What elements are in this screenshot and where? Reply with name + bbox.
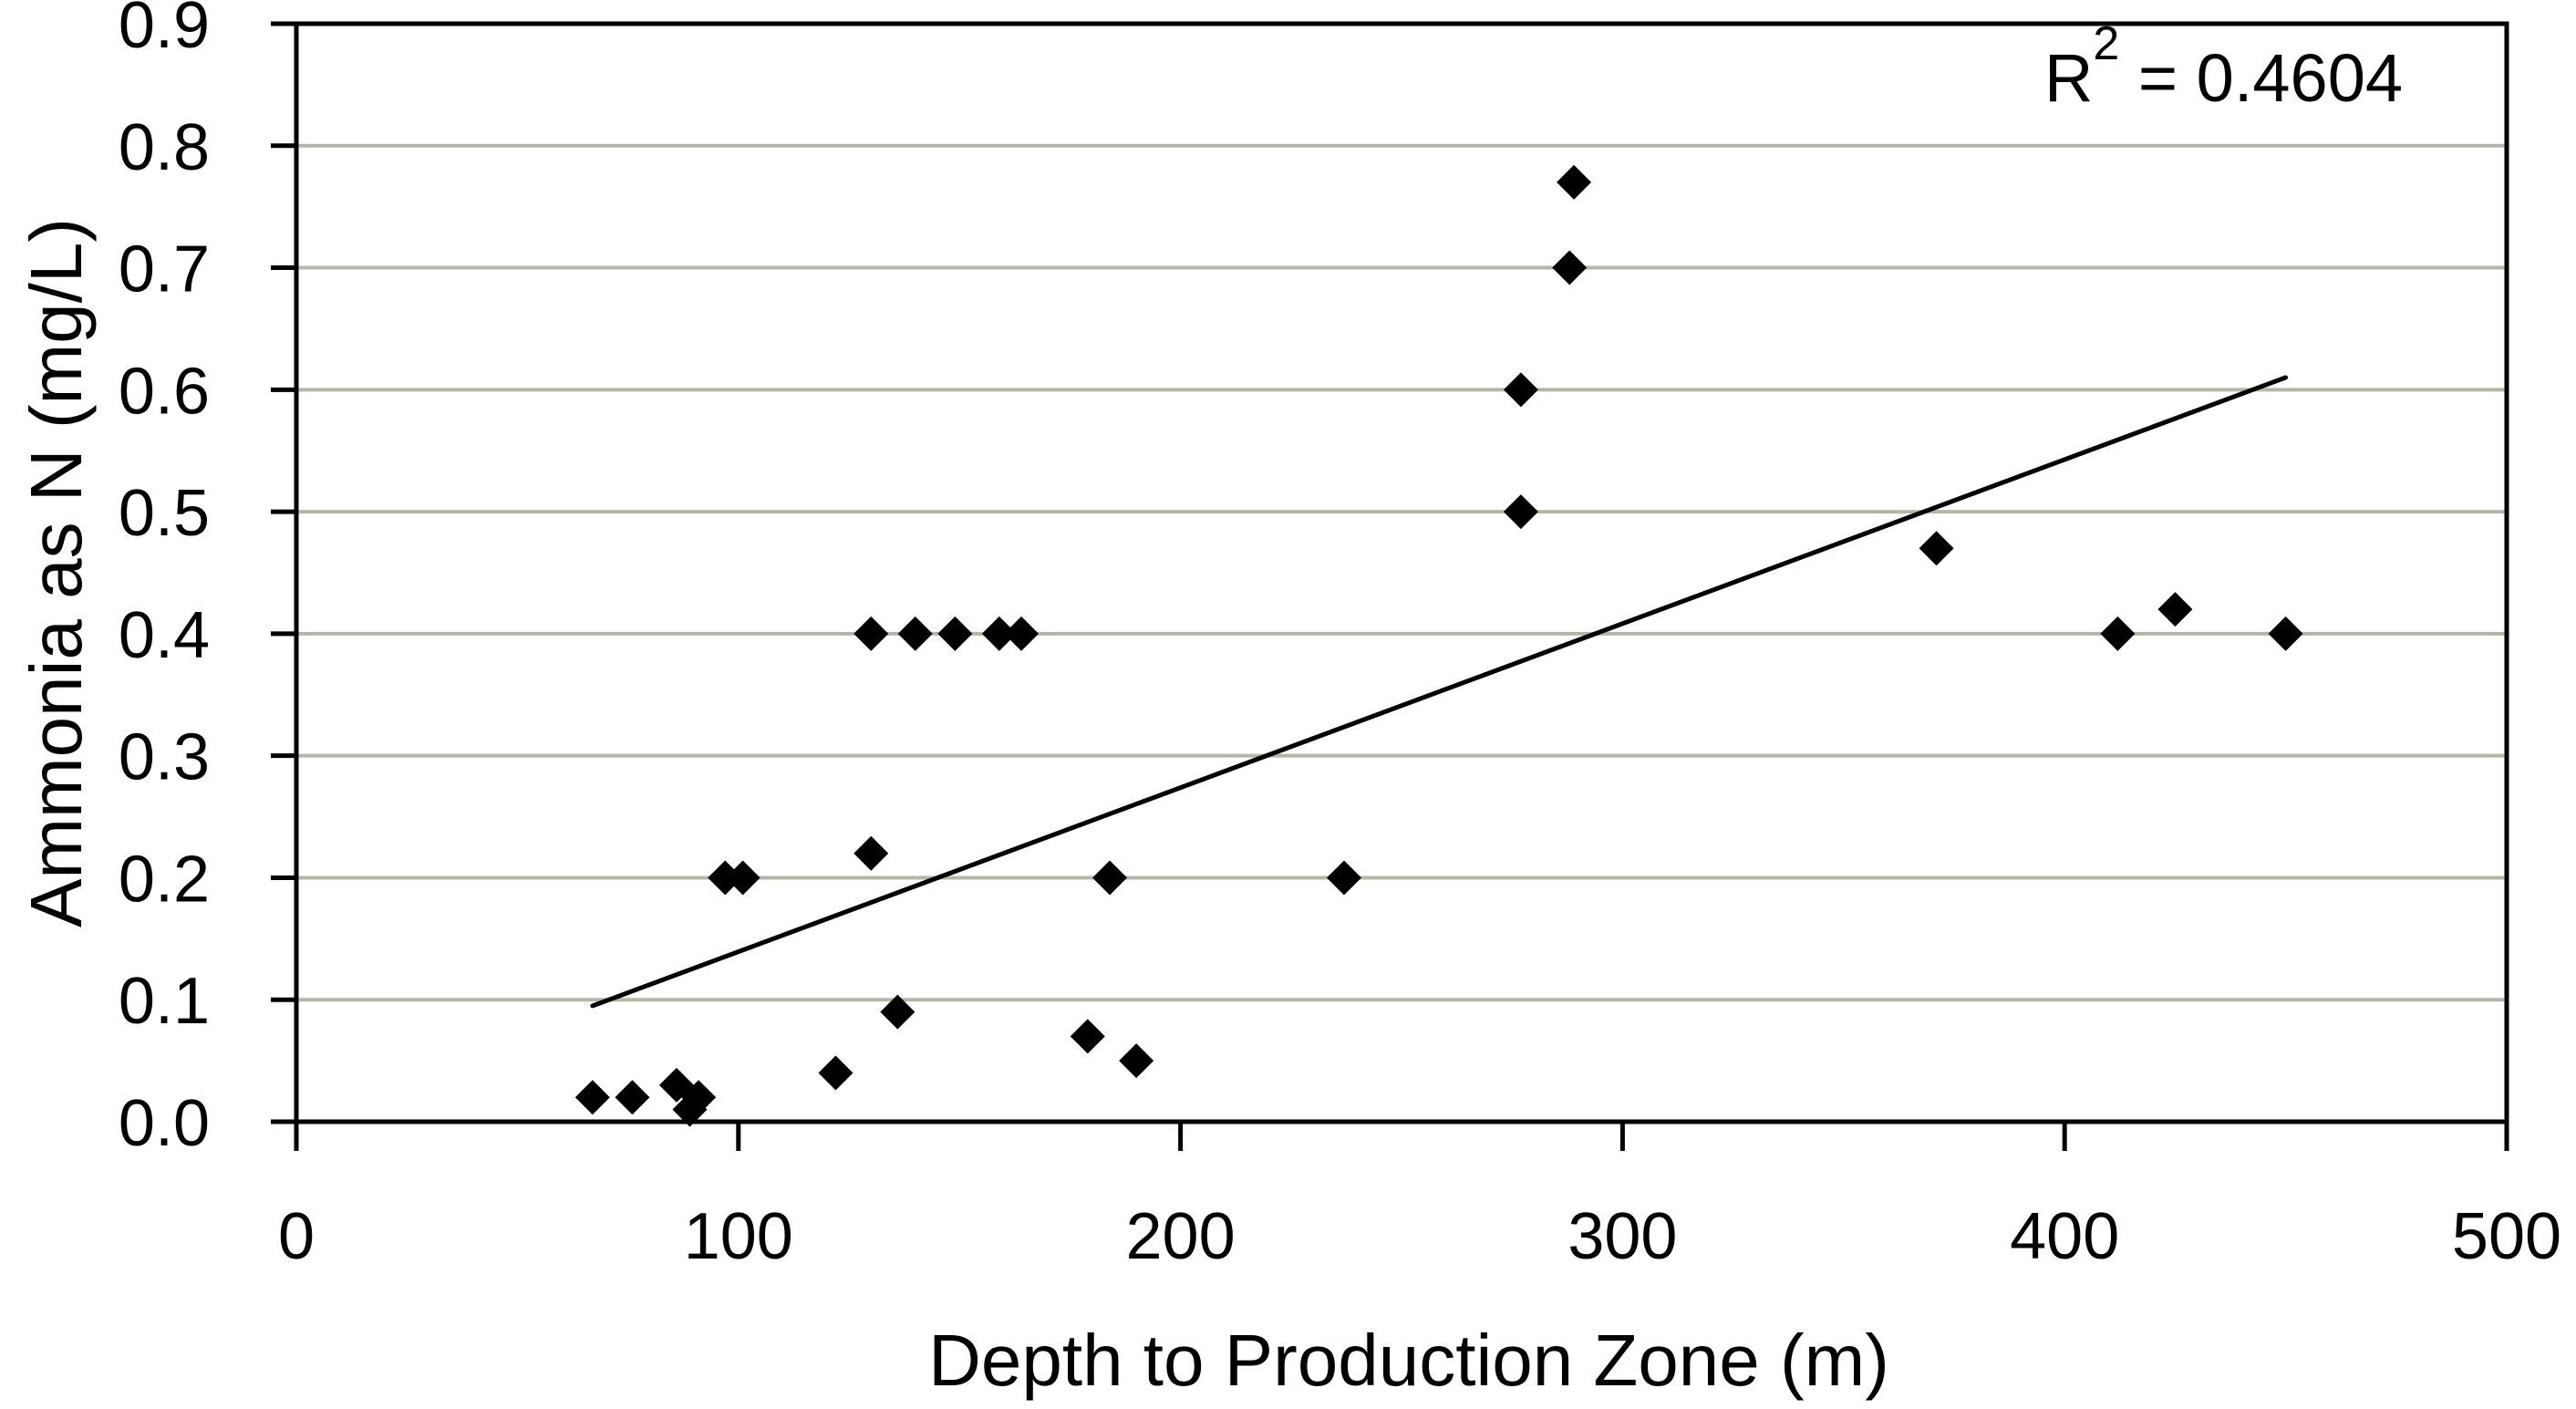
y-tick-label: 0.0 — [119, 1087, 210, 1160]
data-point-diamond — [897, 616, 933, 651]
data-point-diamond — [853, 835, 889, 871]
data-point-diamond — [981, 616, 1017, 651]
y-tick-label: 0.1 — [119, 965, 210, 1038]
y-tick-label: 0.6 — [119, 355, 210, 428]
data-point-diamond — [615, 1080, 650, 1115]
data-point-diamond — [853, 616, 889, 651]
data-point-diamond — [1919, 531, 1954, 566]
data-point-diamond — [1503, 372, 1538, 408]
x-tick-label: 300 — [1567, 1200, 1677, 1273]
x-tick-label: 0 — [278, 1200, 315, 1273]
x-tick-label: 400 — [2010, 1200, 2119, 1273]
y-tick-label: 0.7 — [119, 233, 210, 306]
data-point-diamond — [937, 616, 973, 651]
r-squared-value: = 0.4604 — [2119, 40, 2403, 116]
data-point-diamond — [1004, 616, 1040, 651]
data-point-diamond — [681, 1080, 717, 1115]
data-point-diamond — [1552, 250, 1588, 285]
data-point-diamond — [2268, 616, 2303, 651]
y-tick-label: 0.5 — [119, 477, 210, 550]
y-tick-label: 0.2 — [119, 843, 210, 916]
y-tick-label: 0.3 — [119, 721, 210, 794]
r-squared-base: R — [2043, 40, 2094, 116]
data-point-diamond — [708, 860, 743, 896]
y-tick-label: 0.4 — [119, 599, 210, 672]
data-point-diamond — [818, 1055, 853, 1091]
y-tick-label: 0.8 — [119, 111, 210, 184]
data-point-diamond — [1092, 860, 1128, 896]
data-point-diamond — [2157, 592, 2193, 627]
data-point-diamond — [725, 860, 760, 896]
data-point-diamond — [1503, 494, 1538, 530]
plot-frame — [294, 21, 2509, 1124]
data-point-diamond — [1557, 164, 1592, 200]
data-point-diamond — [574, 1080, 610, 1115]
r-squared-annotation: R2 = 0.4604 — [2044, 20, 2403, 112]
y-tick-label: 0.9 — [119, 0, 210, 62]
data-point-diamond — [1070, 1019, 1105, 1054]
trend-line — [590, 375, 2289, 1009]
data-point-diamond — [1119, 1043, 1154, 1079]
x-axis-title: Depth to Production Zone (m) — [928, 1320, 1889, 1401]
x-tick-label: 500 — [2452, 1200, 2561, 1273]
x-tick-label: 100 — [684, 1200, 793, 1273]
r-squared-exponent: 2 — [2093, 17, 2120, 70]
data-point-diamond — [2100, 616, 2136, 651]
x-tick-label: 200 — [1126, 1200, 1236, 1273]
data-point-diamond — [880, 994, 916, 1030]
data-point-diamond — [1326, 860, 1361, 896]
y-axis-title: Ammonia as N (mg/L) — [16, 218, 97, 927]
